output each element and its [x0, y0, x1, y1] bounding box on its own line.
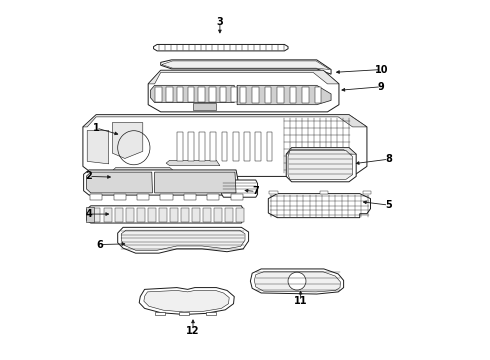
Bar	[315, 87, 321, 103]
Bar	[114, 194, 126, 200]
Text: 1: 1	[93, 123, 99, 133]
Polygon shape	[87, 131, 109, 164]
Bar	[302, 87, 309, 103]
Bar	[160, 194, 172, 200]
Polygon shape	[161, 60, 331, 74]
Bar	[265, 87, 271, 103]
Bar	[188, 132, 194, 161]
Text: 4: 4	[86, 209, 93, 219]
Bar	[159, 208, 167, 222]
Text: 6: 6	[97, 239, 103, 249]
Bar	[93, 208, 100, 222]
Bar	[240, 87, 246, 103]
Text: 2: 2	[86, 171, 93, 181]
Bar	[290, 87, 296, 103]
Polygon shape	[286, 148, 356, 182]
Bar	[231, 87, 237, 102]
Text: 10: 10	[374, 64, 388, 75]
Bar	[207, 194, 220, 200]
Bar	[155, 87, 162, 102]
Polygon shape	[122, 230, 245, 250]
Bar	[220, 87, 226, 102]
Polygon shape	[118, 227, 248, 253]
Polygon shape	[221, 180, 258, 197]
Bar	[177, 87, 183, 102]
Polygon shape	[269, 194, 370, 218]
Polygon shape	[166, 160, 220, 166]
Polygon shape	[254, 272, 341, 292]
Polygon shape	[87, 206, 243, 223]
Polygon shape	[288, 150, 353, 179]
Polygon shape	[155, 312, 166, 315]
Bar	[233, 132, 239, 161]
Bar	[225, 208, 233, 222]
Bar	[209, 87, 216, 102]
Bar	[277, 87, 284, 103]
Bar	[270, 191, 278, 194]
Text: 3: 3	[217, 17, 223, 27]
Bar	[363, 191, 371, 194]
Text: 11: 11	[294, 296, 307, 306]
Text: 9: 9	[378, 82, 385, 92]
Text: 12: 12	[186, 325, 200, 336]
Polygon shape	[250, 269, 343, 294]
Polygon shape	[162, 61, 330, 69]
Polygon shape	[84, 170, 238, 195]
Bar	[231, 194, 243, 200]
Bar	[198, 87, 205, 102]
Polygon shape	[153, 44, 288, 51]
Bar	[188, 87, 194, 102]
Bar	[199, 132, 205, 161]
Polygon shape	[83, 115, 367, 127]
Bar	[244, 132, 250, 161]
Polygon shape	[87, 207, 94, 222]
Polygon shape	[83, 115, 367, 176]
Bar	[192, 208, 200, 222]
Bar	[211, 132, 216, 161]
Bar	[267, 132, 272, 161]
Text: 8: 8	[385, 154, 392, 164]
Polygon shape	[193, 103, 216, 110]
Polygon shape	[148, 70, 339, 84]
Polygon shape	[144, 291, 229, 312]
Bar	[115, 208, 122, 222]
Bar	[236, 208, 244, 222]
Bar	[203, 208, 211, 222]
Polygon shape	[155, 172, 236, 193]
Bar	[148, 208, 156, 222]
Polygon shape	[87, 172, 152, 193]
Polygon shape	[237, 85, 331, 105]
Bar	[221, 132, 227, 161]
Bar	[177, 132, 183, 161]
Polygon shape	[148, 70, 339, 112]
Bar	[170, 208, 178, 222]
Bar	[214, 208, 222, 222]
Bar	[126, 208, 134, 222]
Bar	[137, 194, 149, 200]
Bar	[166, 87, 172, 102]
Bar	[184, 194, 196, 200]
Bar	[181, 208, 189, 222]
Bar	[255, 132, 261, 161]
Polygon shape	[139, 288, 234, 315]
Bar	[137, 208, 145, 222]
Polygon shape	[205, 312, 216, 315]
Text: 5: 5	[385, 200, 392, 210]
Polygon shape	[179, 312, 189, 315]
Polygon shape	[112, 167, 177, 174]
Text: 7: 7	[252, 186, 259, 197]
Bar	[103, 208, 112, 222]
Circle shape	[288, 272, 306, 290]
Polygon shape	[286, 148, 356, 154]
Bar	[90, 194, 102, 200]
Bar	[252, 87, 259, 103]
Polygon shape	[112, 123, 143, 158]
Bar	[319, 191, 328, 194]
Polygon shape	[150, 85, 234, 103]
